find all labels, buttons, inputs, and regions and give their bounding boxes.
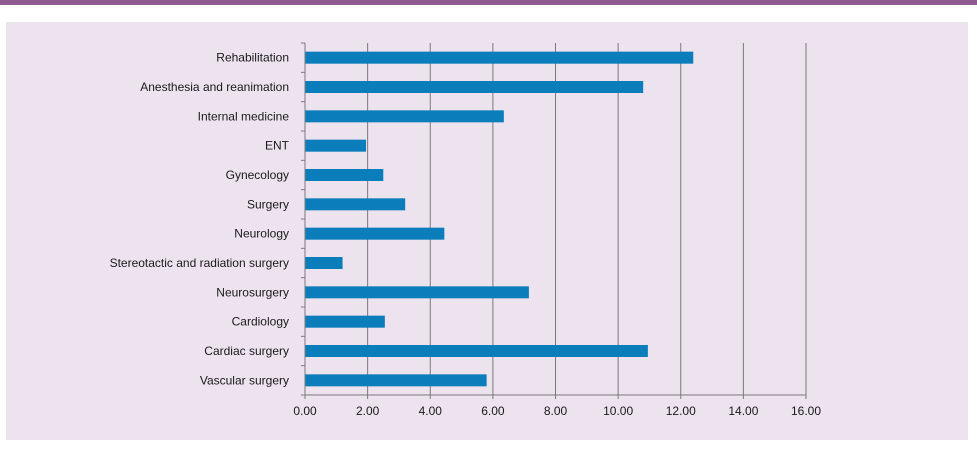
category-label: Rehabilitation <box>216 51 289 65</box>
category-label: Vascular surgery <box>200 373 289 387</box>
category-labels: Rehabilitation Anesthesia and reanimation… <box>110 51 290 388</box>
category-label: Neurology <box>234 227 289 241</box>
category-label: ENT <box>265 139 290 153</box>
axes <box>301 42 807 399</box>
x-tick-label: 6.00 <box>481 404 505 418</box>
category-label: Cardiac surgery <box>204 344 289 358</box>
category-label: Gynecology <box>226 168 289 182</box>
bar <box>305 169 384 181</box>
bar <box>305 257 343 269</box>
x-tick-label: 14.00 <box>728 404 758 418</box>
bar <box>305 198 406 211</box>
category-label: Stereotactic and radiation surgery <box>110 256 289 270</box>
bar <box>305 139 367 152</box>
x-tick-label: 4.00 <box>419 404 443 418</box>
bar <box>305 374 487 387</box>
bar <box>305 315 385 328</box>
x-tick-label: 10.00 <box>603 404 633 418</box>
bar <box>305 227 445 240</box>
x-tick-label: 2.00 <box>356 404 380 418</box>
top-accent-bar <box>0 0 977 5</box>
bar <box>305 81 644 93</box>
x-tick-label: 0.00 <box>293 404 317 418</box>
bar <box>305 345 648 357</box>
category-label: Surgery <box>247 197 289 211</box>
x-tick-labels: 0.00 2.00 4.00 6.00 8.00 10.00 12.00 14.00 16.00 <box>293 404 821 418</box>
gridlines <box>367 43 807 395</box>
bars <box>305 51 694 387</box>
x-tick-label: 12.00 <box>666 404 696 418</box>
bar <box>305 110 504 123</box>
bar <box>305 51 694 64</box>
category-label: Anesthesia and reanimation <box>140 80 289 94</box>
category-label: Cardiology <box>232 315 289 329</box>
category-label: Neurosurgery <box>216 285 289 299</box>
bar <box>305 286 529 299</box>
x-tick-label: 16.00 <box>791 404 821 418</box>
x-tick-label: 8.00 <box>544 404 568 418</box>
category-label: Internal medicine <box>198 109 290 123</box>
